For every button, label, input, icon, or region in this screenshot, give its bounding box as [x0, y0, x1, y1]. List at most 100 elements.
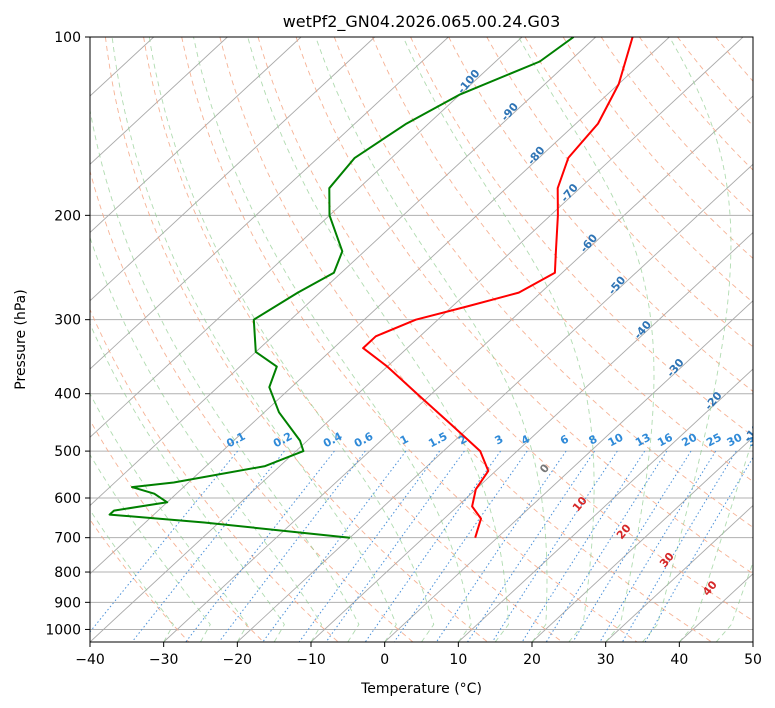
isotherm [384, 300, 753, 642]
isotherm-label: -90 [498, 100, 521, 124]
moist-adiabat-label: 40 [700, 578, 720, 598]
moist-adiabat [90, 236, 323, 642]
dry-adiabat [448, 37, 753, 392]
mixing-ratio-line [325, 450, 465, 642]
mixing-ratio-line [262, 450, 407, 642]
isotherm [90, 37, 523, 438]
mixing-ratio-label: 0.6 [352, 430, 376, 451]
x-tick-label: 0 [380, 652, 389, 668]
mixing-ratio-label: 0.4 [321, 430, 345, 451]
dry-adiabat [333, 37, 753, 528]
mixing-ratio-line [545, 450, 668, 642]
dry-adiabat [295, 37, 753, 575]
mixing-ratio-line [90, 450, 238, 633]
x-tick-label: −10 [296, 652, 326, 668]
mixing-ratio-line [491, 450, 618, 642]
isotherm-label: -80 [525, 144, 548, 168]
moist-adiabat [678, 436, 753, 642]
isotherm [90, 37, 670, 575]
isotherm-label: -70 [558, 181, 581, 205]
isotherm [310, 231, 753, 642]
x-tick-label: 20 [523, 652, 541, 668]
x-tick-label: 50 [744, 652, 762, 668]
y-axis-label: Pressure (hPa) [13, 289, 29, 389]
mixing-ratio-label: 3 [493, 432, 506, 447]
moist-adiabat-label: 10 [570, 494, 590, 514]
isotherm [90, 37, 597, 507]
y-tick-label: 500 [54, 444, 81, 460]
dry-adiabat [90, 419, 264, 642]
moist-adiabat [90, 108, 360, 642]
isotherm-label: -30 [664, 356, 687, 380]
moist-adiabat [715, 561, 753, 642]
dry-adiabat [677, 37, 753, 127]
mixing-ratio-label: 1.5 [426, 430, 449, 451]
mixing-ratio-label: 6 [558, 432, 571, 447]
y-tick-label: 900 [54, 595, 81, 611]
line-labels: 0.1 0.2 0.4 0.6 1 1.5 2 3 4 6 8 10 13 16 20 25 30 36-100-… [224, 67, 766, 599]
y-tick-label: 200 [54, 208, 81, 224]
mixing-ratio-label: 16 [655, 431, 675, 450]
isotherm [531, 436, 753, 642]
moist-adiabat [148, 37, 435, 642]
isotherm [458, 368, 753, 642]
mixing-ratio-label: 25 [704, 431, 724, 450]
x-tick-label: 30 [597, 652, 615, 668]
mixing-ratio-line [572, 450, 692, 642]
x-tick-label: 10 [449, 652, 467, 668]
isotherm [237, 163, 753, 642]
isotherm [90, 37, 302, 234]
x-tick-label: 40 [670, 652, 688, 668]
dewpoint-line [108, 37, 575, 539]
mixing-ratio-label: 30 [725, 431, 745, 450]
dry-adiabat [754, 37, 775, 642]
x-tick-label: −40 [75, 652, 105, 668]
mixing-ratio-line [218, 450, 366, 642]
dry-adiabat [104, 37, 488, 642]
dry-adiabat [715, 37, 753, 82]
dry-adiabat [639, 37, 753, 171]
moist-adiabat [90, 322, 285, 642]
moist-adiabat-label: 20 [614, 521, 634, 541]
dry-adiabat [90, 308, 339, 642]
mixing-ratio-label: 4 [519, 432, 532, 447]
dry-adiabat [143, 37, 563, 642]
profile-series [108, 37, 634, 539]
isotherm-label: -60 [577, 231, 600, 255]
moist-adiabat-label: 0 [537, 461, 552, 475]
isotherm-label: -10 [741, 421, 764, 445]
plot-background-lines [90, 37, 775, 642]
dry-adiabat [181, 37, 638, 642]
mixing-ratio-label: 36 [746, 431, 766, 450]
x-tick-label: −30 [149, 652, 179, 668]
dry-adiabat [257, 37, 753, 622]
moist-adiabat [90, 509, 174, 642]
isotherm [90, 37, 744, 642]
dry-adiabat [371, 37, 753, 483]
moist-adiabat [90, 453, 211, 642]
mixing-ratio-label: 0.1 [224, 430, 247, 451]
moist-adiabat [642, 37, 732, 642]
x-axis-label: Temperature (°C) [360, 681, 482, 697]
isotherm-label: -100 [455, 67, 483, 97]
y-tick-label: 300 [54, 313, 81, 329]
isotherm [90, 37, 228, 165]
isotherm [90, 37, 376, 302]
moist-adiabat [193, 37, 472, 642]
moist-adiabat [315, 37, 548, 642]
dry-adiabat [524, 37, 753, 304]
mixing-ratio-label: 10 [606, 431, 626, 450]
dry-adiabat [600, 37, 753, 215]
y-tick-label: 600 [54, 491, 81, 507]
dry-adiabat [410, 37, 753, 437]
mixing-ratio-line [435, 450, 567, 642]
mixing-ratio-line [521, 450, 646, 642]
moist-adiabat [402, 37, 595, 642]
mixing-ratio-line [185, 450, 335, 642]
mixing-ratio-label: 1 [398, 432, 411, 447]
y-tick-label: 400 [54, 387, 81, 403]
x-tick-label: −20 [223, 652, 253, 668]
isotherm [605, 504, 753, 642]
temperature-line [362, 37, 634, 538]
